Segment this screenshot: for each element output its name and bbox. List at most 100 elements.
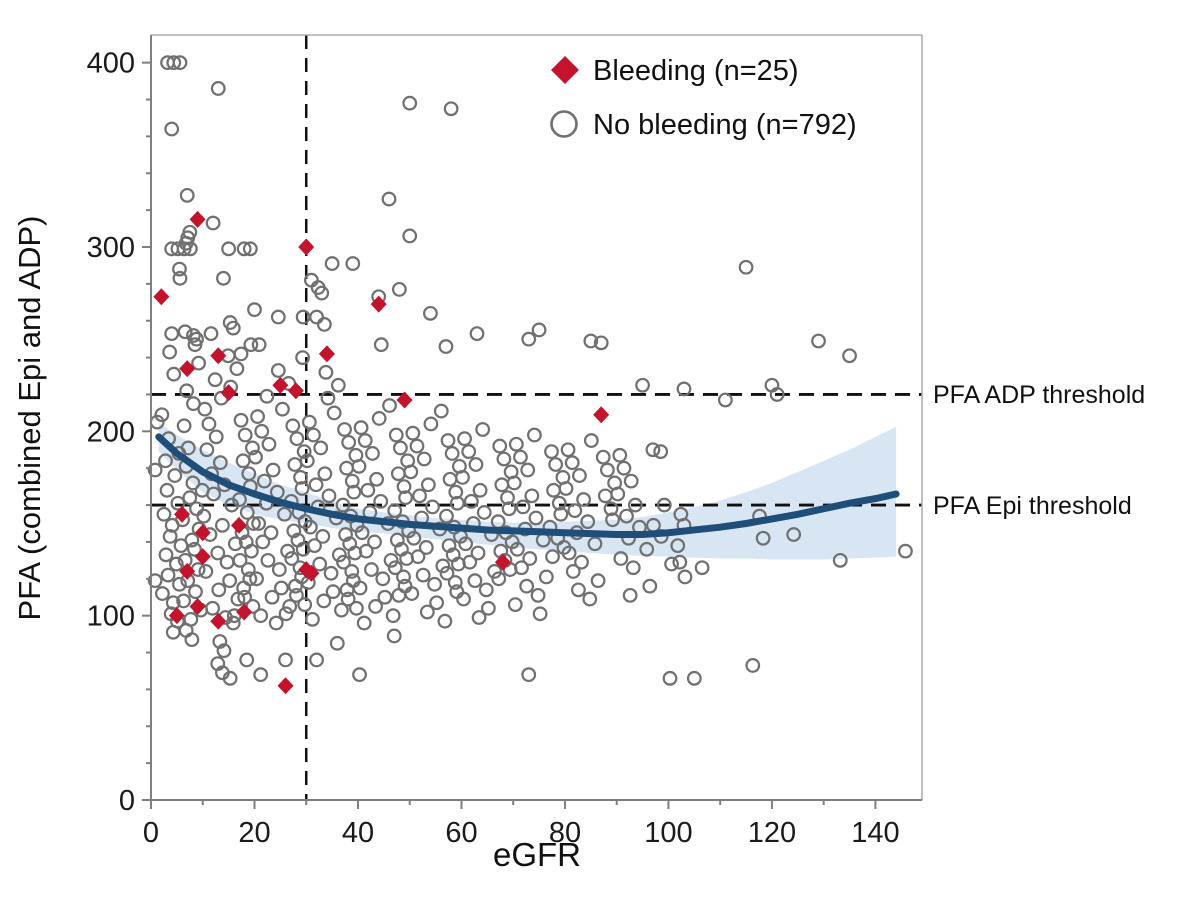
no-bleeding-point	[487, 564, 502, 579]
no-bleeding-point	[415, 567, 431, 583]
no-bleeding-point	[265, 462, 281, 478]
no-bleeding-point	[338, 527, 353, 542]
no-bleeding-point	[352, 580, 368, 596]
no-bleeding-point	[406, 530, 422, 546]
no-bleeding-point	[172, 55, 188, 71]
no-bleeding-point	[212, 634, 228, 649]
no-bleeding-point	[521, 667, 537, 683]
no-bleeding-point	[293, 470, 308, 485]
no-bleeding-point	[235, 453, 251, 469]
bleeding-point	[189, 597, 206, 615]
no-bleeding-point	[185, 475, 201, 491]
no-bleeding-point	[402, 228, 418, 244]
no-bleeding-point	[386, 628, 402, 644]
no-bleeding-point	[340, 591, 356, 607]
no-bleeding-point	[396, 569, 411, 585]
no-bleeding-point	[664, 556, 679, 572]
no-bleeding-point	[369, 471, 385, 487]
x-tick-label: 40	[342, 817, 374, 849]
no-bleeding-point	[475, 422, 491, 437]
no-bleeding-point	[147, 573, 163, 589]
no-bleeding-point	[443, 101, 459, 117]
no-bleeding-point	[162, 528, 178, 544]
no-bleeding-point	[177, 324, 193, 340]
bleeding-point	[210, 347, 227, 365]
no-bleeding-point	[463, 493, 479, 509]
no-bleeding-point	[544, 444, 559, 460]
no-bleeding-point	[530, 587, 546, 603]
no-bleeding-point	[356, 615, 372, 631]
no-bleeding-point	[207, 372, 223, 388]
no-bleeding-point	[625, 560, 641, 576]
no-bleeding-point	[261, 436, 277, 452]
no-bleeding-point	[694, 560, 710, 576]
no-bleeding-point	[745, 658, 761, 673]
no-bleeding-point	[344, 564, 360, 579]
no-bleeding-point	[208, 429, 224, 445]
no-bleeding-point	[239, 652, 255, 668]
no-bleeding-point	[364, 562, 379, 577]
no-bleeding-point	[211, 582, 227, 598]
no-bleeding-point	[492, 438, 508, 454]
no-bleeding-point	[639, 541, 655, 557]
no-bleeding-point	[284, 551, 300, 566]
no-bleeding-point	[457, 431, 472, 447]
no-bleeding-point	[367, 534, 382, 550]
no-bleeding-point	[240, 562, 256, 577]
no-bleeding-point	[232, 492, 247, 507]
no-bleeding-point	[476, 505, 492, 520]
no-bleeding-point	[277, 506, 292, 522]
no-bleeding-point	[236, 580, 252, 596]
no-bleeding-point	[318, 364, 334, 380]
no-bleeding-point	[656, 497, 672, 513]
no-bleeding-point	[371, 411, 387, 426]
bleeding-point	[194, 524, 211, 542]
no-bleeding-point	[160, 567, 176, 583]
no-bleeding-point	[295, 350, 311, 365]
no-bleeding-point	[306, 427, 321, 443]
no-bleeding-point	[278, 652, 293, 668]
no-bleeding-point	[316, 593, 332, 609]
bleeding-point	[287, 382, 304, 400]
no-bleeding-point	[382, 398, 397, 413]
x-tick-label: 100	[644, 817, 692, 849]
no-bleeding-point	[182, 241, 198, 257]
no-bleeding-point	[441, 538, 457, 554]
no-bleeding-point	[528, 510, 544, 526]
no-bleeding-point	[717, 392, 733, 408]
no-bleeding-point	[381, 191, 397, 207]
no-bleeding-point	[184, 532, 200, 548]
no-bleeding-point	[278, 606, 294, 622]
no-bleeding-point	[199, 442, 215, 458]
no-bleeding-point	[635, 377, 650, 393]
no-bleeding-point	[289, 587, 304, 603]
no-bleeding-point	[246, 516, 261, 531]
no-bleeding-point	[187, 541, 202, 557]
no-bleeding-point	[196, 508, 212, 524]
no-bleeding-point	[612, 447, 628, 463]
bleeding-point	[494, 553, 511, 571]
no-bleeding-point	[662, 670, 678, 686]
no-bleeding-point	[345, 256, 361, 271]
trend-path	[155, 433, 900, 539]
bleeding-point	[179, 562, 196, 580]
bleeding-point	[168, 607, 185, 625]
no-bleeding-point	[524, 488, 540, 504]
no-bleeding-point	[263, 525, 279, 541]
no-bleeding-point	[315, 528, 331, 544]
no-bleeding-point	[330, 377, 346, 393]
no-bleeding-point	[595, 449, 611, 465]
no-bleeding-point	[172, 270, 188, 286]
no-bleeding-point	[186, 328, 201, 343]
no-bleeding-point	[302, 519, 318, 535]
no-bleeding-point	[183, 611, 199, 627]
no-bleeding-point	[158, 547, 174, 563]
bleeding-points	[153, 210, 610, 695]
no-bleeding-point	[391, 281, 407, 297]
no-bleeding-point	[287, 457, 303, 472]
no-bleeding-point	[642, 578, 658, 594]
bleeding-point	[298, 238, 315, 256]
no-bleeding-point	[531, 322, 547, 338]
no-bleeding-point	[686, 670, 702, 686]
no-bleeding-point	[373, 337, 389, 353]
